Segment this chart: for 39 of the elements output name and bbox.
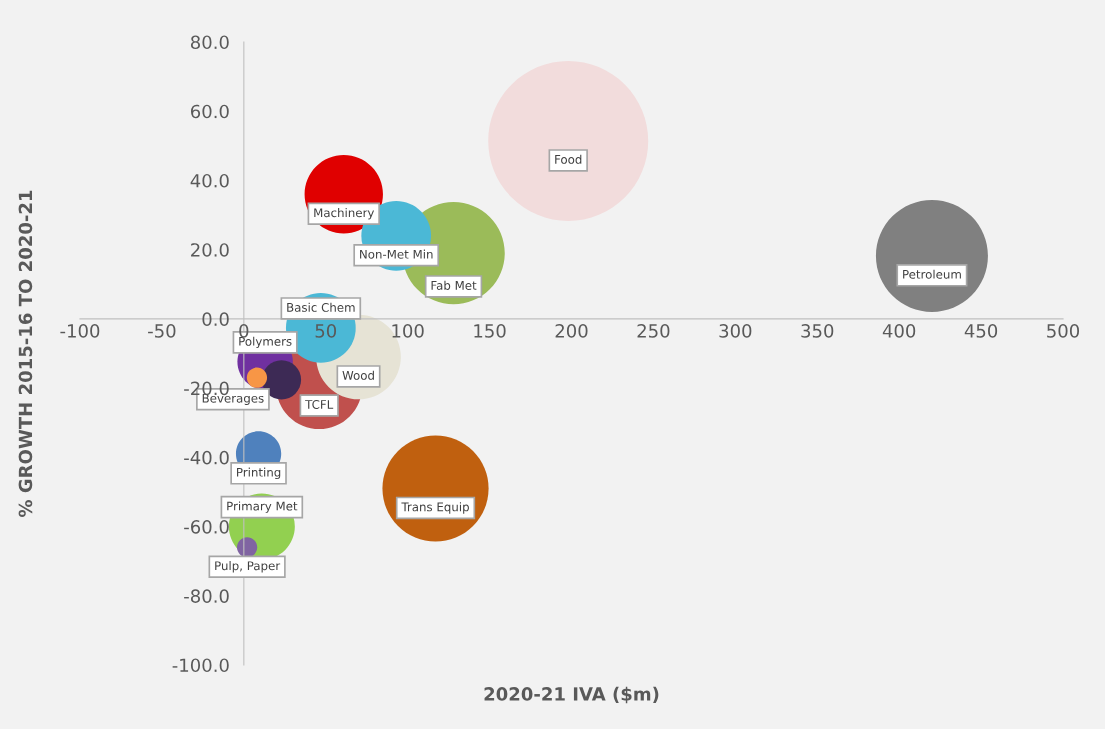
x-tick-label: 300 xyxy=(719,324,752,338)
y-tick-label: -80.0 xyxy=(184,589,229,603)
annotation: Printing xyxy=(237,467,281,480)
y-tick-label: -60.0 xyxy=(184,520,229,534)
annotation: Non-Met Min xyxy=(360,249,433,259)
annotation: Beverages xyxy=(202,393,264,405)
annotation: Machinery xyxy=(314,208,375,220)
x-axis-title: 2020-21 IVA ($m) xyxy=(484,686,659,704)
x-tick-label: -100 xyxy=(60,324,100,338)
annotation: Fab Met xyxy=(431,280,477,290)
x-tick-label: 200 xyxy=(555,324,588,338)
annotation: Food xyxy=(555,154,582,164)
annotation: Wood xyxy=(342,370,374,380)
y-tick-label: 20.0 xyxy=(191,243,229,257)
annotation: Trans Equip xyxy=(401,502,469,514)
x-tick-label: 0 xyxy=(239,324,249,338)
annotation: Polymers xyxy=(239,336,292,349)
annotation: Pulp, Paper xyxy=(215,561,281,573)
y-tick-label: 40.0 xyxy=(190,173,229,188)
x-tick-label: 400 xyxy=(882,324,916,338)
x-tick-label: 350 xyxy=(801,324,834,338)
y-axis-title: % GROWTH 2015-16 TO 2020-21 xyxy=(18,190,33,517)
y-tick-label: 60.0 xyxy=(191,104,229,119)
y-tick-label: 0.0 xyxy=(202,312,229,327)
y-tick-label: -20.0 xyxy=(184,381,229,396)
y-tick-label: -40.0 xyxy=(184,450,229,465)
x-tick-label: 100 xyxy=(392,324,424,338)
annotation: Basic Chem xyxy=(287,302,355,312)
annotation: Primary Met xyxy=(227,501,298,513)
y-tick-label: -100.0 xyxy=(172,658,229,673)
annotation: Petroleum xyxy=(903,269,961,279)
x-tick-label: 500 xyxy=(1047,324,1080,338)
x-tick-label: 50 xyxy=(315,324,337,338)
x-tick-label: 450 xyxy=(964,324,998,338)
x-tick-label: 150 xyxy=(474,324,506,338)
x-tick-label: -50 xyxy=(148,324,176,338)
x-tick-label: 250 xyxy=(637,324,670,338)
y-tick-label: 80.0 xyxy=(190,35,229,50)
annotation: TCFL xyxy=(305,399,334,409)
